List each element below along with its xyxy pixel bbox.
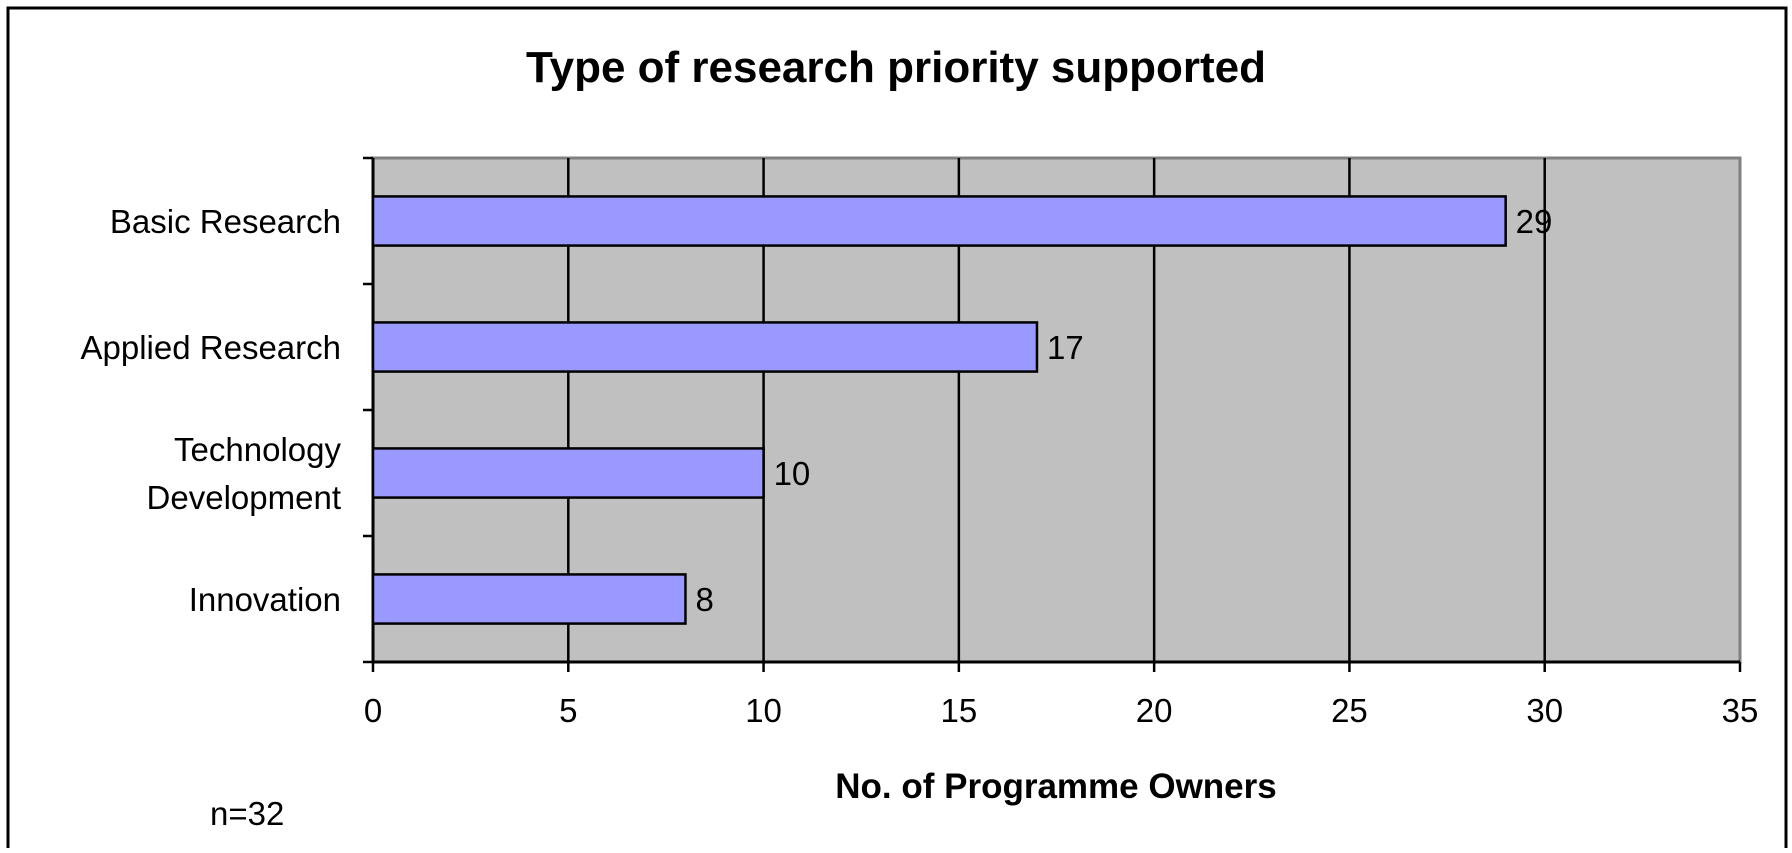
category-label-line: Technology (174, 431, 341, 468)
data-label: 8 (695, 581, 713, 618)
x-tick-label: 30 (1526, 692, 1563, 729)
category-label: Applied Research (81, 329, 342, 366)
category-label-line: Development (147, 479, 341, 516)
sample-size-annotation: n=32 (210, 795, 284, 832)
x-tick-label: 25 (1331, 692, 1368, 729)
data-labels: 29 17 10 8 (695, 203, 1552, 618)
y-tick-labels: Basic Research Applied Research Technology… (81, 203, 342, 618)
category-label-line: Applied Research (81, 329, 342, 366)
bar (371, 321, 1039, 373)
bar (371, 195, 1507, 247)
data-label: 17 (1047, 329, 1084, 366)
x-tick-label: 10 (745, 692, 782, 729)
data-label: 29 (1516, 203, 1553, 240)
bars (371, 195, 1507, 625)
data-label: 10 (774, 455, 811, 492)
category-label: Innovation (189, 581, 341, 618)
x-axis-label: No. of Programme Owners (835, 767, 1276, 806)
x-tick-label: 20 (1136, 692, 1173, 729)
bar (371, 447, 765, 499)
category-label-line: Basic Research (110, 203, 341, 240)
bar (371, 573, 687, 625)
category-label: Basic Research (110, 203, 341, 240)
x-tick-label: 35 (1722, 692, 1759, 729)
chart-title: Type of research priority supported (526, 43, 1266, 92)
category-label: Technology Development (147, 431, 342, 516)
x-tick-label: 0 (364, 692, 382, 729)
x-tick-labels: 0 5 10 15 20 25 30 35 (364, 692, 1759, 729)
category-label-line: Innovation (189, 581, 341, 618)
x-tick-label: 15 (940, 692, 977, 729)
x-tick-label: 5 (559, 692, 577, 729)
